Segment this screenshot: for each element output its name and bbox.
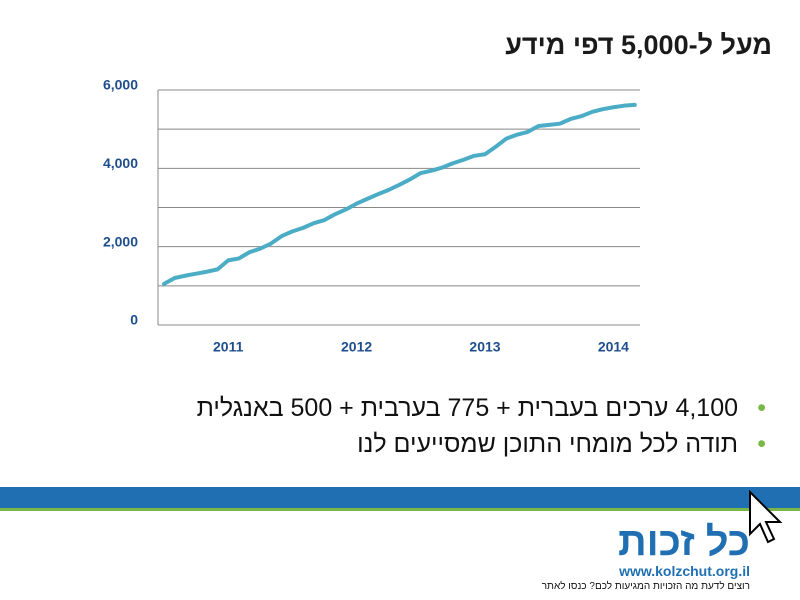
x-tick-label: 2012 <box>341 339 372 355</box>
chart: 0 2,000 4,000 6,000 2011 2012 2013 2014 <box>103 77 640 355</box>
footer-stripe <box>0 508 800 511</box>
bullet: תודה לכל מומחי התוכן שמסייעים לנו <box>50 426 770 462</box>
x-tick-label: 2013 <box>469 339 500 355</box>
footer-band <box>0 487 800 508</box>
x-tick-label: 2014 <box>598 339 629 355</box>
bullet-list: 4,100 ערכים בעברית + 775 בערבית + 500 בא… <box>50 390 770 462</box>
site-url: www.kolzchut.org.il <box>619 563 750 579</box>
y-tick-label: 2,000 <box>103 233 138 249</box>
slide-title: מעל ל-5,000 דפי מידע <box>505 30 772 60</box>
y-tick-label: 6,000 <box>103 77 138 93</box>
x-tick-label: 2011 <box>213 339 244 355</box>
cursor <box>749 490 783 544</box>
line-series <box>162 102 637 286</box>
bullet: 4,100 ערכים בעברית + 775 בערבית + 500 בא… <box>50 390 770 426</box>
y-tick-label: 4,000 <box>103 155 138 171</box>
logo: כל זכות <box>617 520 750 564</box>
y-tick-label: 0 <box>130 312 138 328</box>
tagline: רוצים לדעת מה הזכויות המגיעות לכם? כנסו … <box>541 581 750 592</box>
